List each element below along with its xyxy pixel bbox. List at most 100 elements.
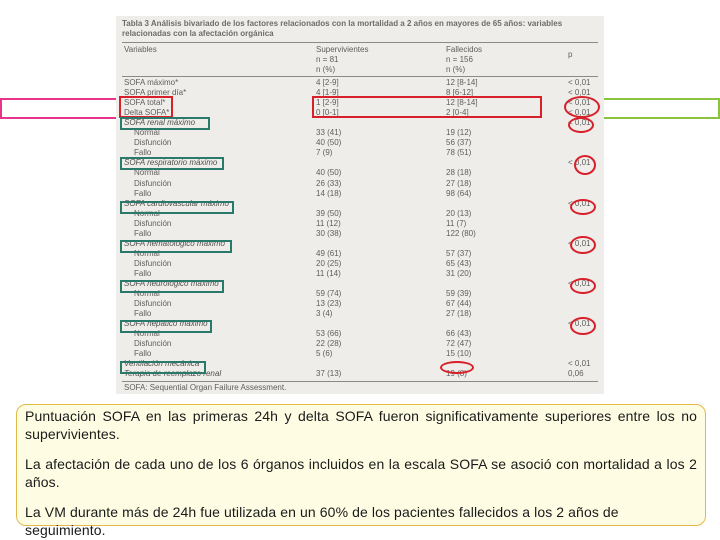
summary-text-box: Puntuación SOFA en las primeras 24h y de… bbox=[16, 404, 706, 538]
row-deceased-value: 11 (7) bbox=[446, 219, 467, 228]
row-label: Disfunción bbox=[134, 179, 172, 188]
row-deceased-value: 66 (43) bbox=[446, 329, 472, 338]
row-deceased-value: 72 (47) bbox=[446, 339, 472, 348]
row-label: SOFA neurológico máximo bbox=[124, 279, 219, 288]
row-label: Disfunción bbox=[134, 259, 172, 268]
decorative-bar-right bbox=[600, 98, 720, 119]
row-deceased-value: 27 (18) bbox=[446, 309, 472, 318]
row-deceased-value: 57 (37) bbox=[446, 249, 472, 258]
row-survivors-value: 11 (12) bbox=[316, 219, 341, 228]
highlight-box-respiratorio bbox=[120, 157, 224, 170]
row-survivors-value: 0 [0-1] bbox=[316, 108, 339, 117]
row-survivors-value: 5 (6) bbox=[316, 349, 333, 358]
highlight-box-renal bbox=[120, 117, 210, 130]
highlight-box-ventilacion bbox=[120, 361, 206, 374]
highlight-box-neurologico bbox=[120, 280, 224, 293]
row-label: SOFA primer día* bbox=[124, 88, 187, 97]
decorative-bar-left bbox=[0, 98, 120, 119]
row-label: Disfunción bbox=[134, 219, 172, 228]
row-deceased-value: 2 [0-4] bbox=[446, 108, 469, 117]
highlight-box-sofa-labels bbox=[119, 96, 173, 118]
row-p-value: 0,06 bbox=[568, 369, 584, 378]
row-survivors-value: 20 (25) bbox=[316, 259, 342, 268]
row-survivors-value: 40 (50) bbox=[316, 168, 342, 177]
row-label: Fallo bbox=[134, 269, 152, 278]
header-survivors-n: n = 81 bbox=[316, 55, 339, 64]
row-deceased-value: 56 (37) bbox=[446, 138, 472, 147]
row-p-value: < 0,01 bbox=[568, 78, 591, 87]
row-deceased-value: 8 [6-12] bbox=[446, 88, 474, 97]
row-label: Fallo bbox=[134, 309, 152, 318]
header-deceased-unit: n (%) bbox=[446, 65, 466, 74]
row-survivors-value: 33 (41) bbox=[316, 128, 342, 137]
header-survivors-unit: n (%) bbox=[316, 65, 336, 74]
row-survivors-value: 4 [2-9] bbox=[316, 78, 339, 87]
row-p-value: < 0,01 bbox=[568, 359, 591, 368]
summary-paragraph-2: La afectación de cada uno de los 6 órgan… bbox=[25, 456, 697, 490]
row-p-value: < 0,01 bbox=[568, 88, 591, 97]
highlight-oval-p-cardiovascular bbox=[570, 199, 596, 215]
row-deceased-value: 98 (64) bbox=[446, 189, 472, 198]
row-survivors-value: 4 [1-9] bbox=[316, 88, 339, 97]
row-label: SOFA máximo* bbox=[124, 78, 179, 87]
row-deceased-value: 20 (13) bbox=[446, 209, 472, 218]
row-label: SOFA cardiovascular máximo bbox=[124, 199, 229, 208]
row-survivors-value: 13 (23) bbox=[316, 299, 342, 308]
highlight-oval-p-respiratorio bbox=[574, 155, 596, 175]
row-label: Fallo bbox=[134, 189, 152, 198]
highlight-box-sofa-values bbox=[312, 96, 542, 118]
row-deceased-value: 27 (18) bbox=[446, 179, 472, 188]
row-label: Ventilación mecánica bbox=[124, 359, 200, 368]
row-label: Disfunción bbox=[134, 299, 172, 308]
header-deceased: Fallecidos bbox=[446, 45, 483, 54]
highlight-oval-p-hepatico bbox=[570, 317, 596, 335]
table-bottom-rule bbox=[122, 381, 598, 382]
header-variables: Variables bbox=[124, 45, 157, 54]
highlight-oval-p-hematologico bbox=[570, 236, 596, 254]
highlight-box-cardiovascular bbox=[120, 201, 234, 214]
row-survivors-value: 26 (33) bbox=[316, 179, 342, 188]
row-survivors-value: 49 (61) bbox=[316, 249, 342, 258]
row-deceased-value: 12 [8-14] bbox=[446, 78, 478, 87]
table-header-rule bbox=[122, 76, 598, 77]
header-p: p bbox=[568, 50, 573, 59]
row-deceased-value: 31 (20) bbox=[446, 269, 472, 278]
table-footnote: SOFA: Sequential Organ Failure Assessmen… bbox=[124, 383, 287, 392]
highlight-box-hematologico bbox=[120, 240, 232, 253]
row-survivors-value: 22 (28) bbox=[316, 339, 342, 348]
row-survivors-value: 37 (13) bbox=[316, 369, 342, 378]
row-survivors-value: 30 (38) bbox=[316, 229, 342, 238]
table-top-rule bbox=[122, 42, 598, 43]
row-deceased-value: 19 (12) bbox=[446, 128, 472, 137]
highlight-box-hepatico bbox=[120, 320, 212, 333]
summary-paragraph-3: La VM durante más de 24h fue utilizada e… bbox=[25, 504, 619, 538]
row-survivors-value: 59 (74) bbox=[316, 289, 342, 298]
row-label: Disfunción bbox=[134, 339, 172, 348]
row-label: Normal bbox=[134, 329, 160, 338]
row-survivors-value: 39 (50) bbox=[316, 209, 342, 218]
row-label: Normal bbox=[134, 249, 160, 258]
row-survivors-value: 11 (14) bbox=[316, 269, 341, 278]
row-survivors-value: 40 (50) bbox=[316, 138, 342, 147]
highlight-oval-p-sofa bbox=[564, 96, 600, 118]
row-deceased-value: 122 (80) bbox=[446, 229, 476, 238]
row-label: Fallo bbox=[134, 229, 152, 238]
row-label: SOFA renal máximo bbox=[124, 118, 196, 127]
row-label: SOFA hematológico máximo bbox=[124, 239, 225, 248]
highlight-oval-p-renal bbox=[568, 117, 594, 133]
row-survivors-value: 3 (4) bbox=[316, 309, 333, 318]
row-label: Normal bbox=[134, 168, 160, 177]
row-label: Disfunción bbox=[134, 138, 172, 147]
row-label: Normal bbox=[134, 128, 160, 137]
row-survivors-value: 53 (66) bbox=[316, 329, 342, 338]
header-survivors: Supervivientes bbox=[316, 45, 369, 54]
row-label: Delta SOFA* bbox=[124, 108, 170, 117]
row-label: Normal bbox=[134, 289, 160, 298]
highlight-oval-ventilacion-value bbox=[440, 361, 474, 374]
row-label: Fallo bbox=[134, 148, 152, 157]
row-deceased-value: 28 (18) bbox=[446, 168, 472, 177]
table-title: Tabla 3 Análisis bivariado de los factor… bbox=[122, 19, 563, 38]
row-deceased-value: 15 (10) bbox=[446, 349, 472, 358]
header-deceased-n: n = 156 bbox=[446, 55, 473, 64]
row-deceased-value: 78 (51) bbox=[446, 148, 472, 157]
